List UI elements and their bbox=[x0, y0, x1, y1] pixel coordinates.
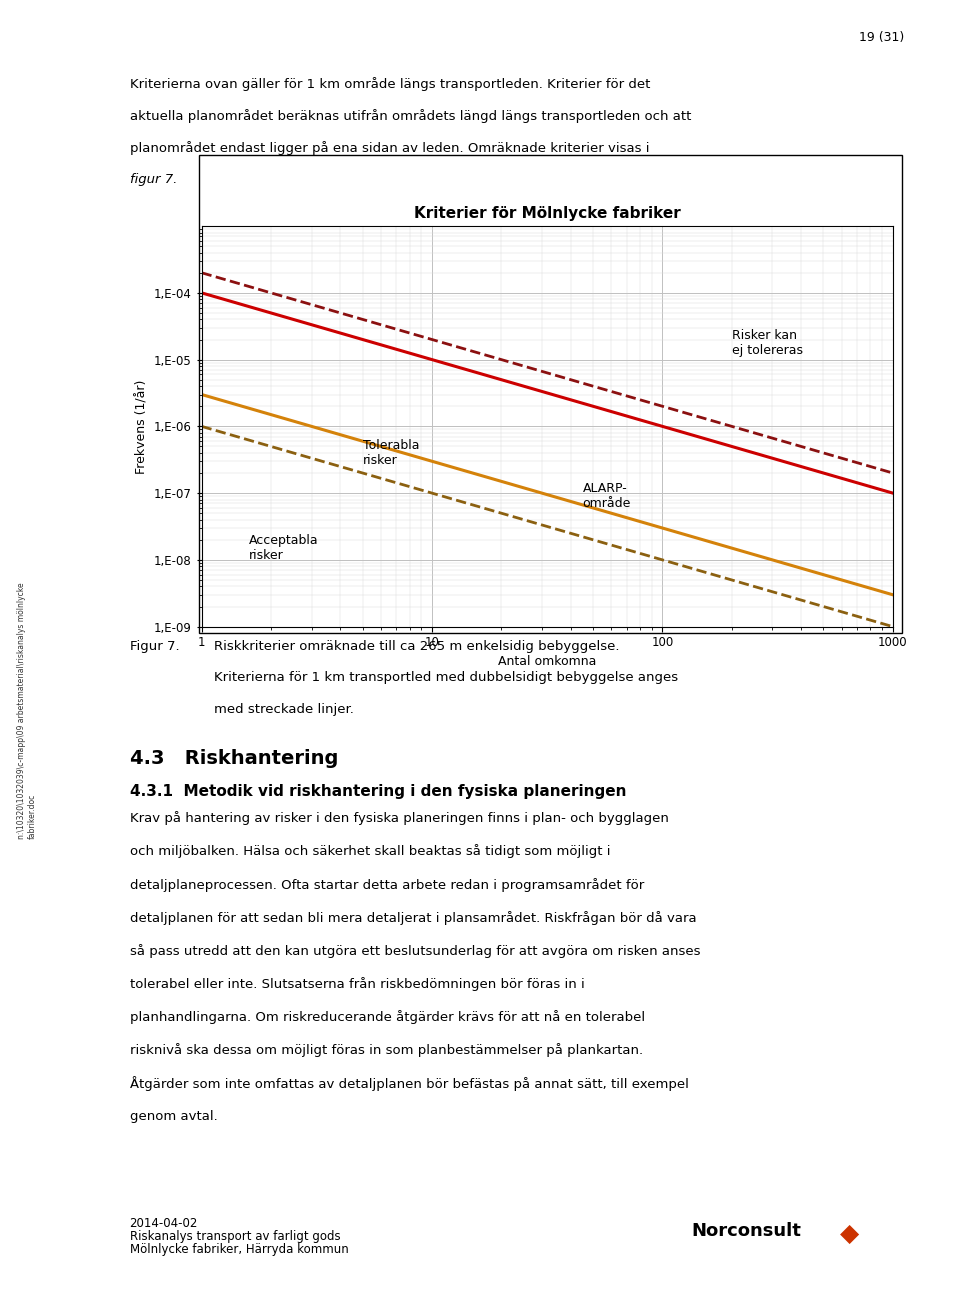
Text: ALARP-
område: ALARP- område bbox=[583, 482, 631, 510]
Text: Figur 7.: Figur 7. bbox=[130, 640, 180, 652]
Text: 4.3   Riskhantering: 4.3 Riskhantering bbox=[130, 749, 338, 769]
Text: med streckade linjer.: med streckade linjer. bbox=[214, 703, 354, 716]
Text: detaljplaneprocessen. Ofta startar detta arbete redan i programsamrådet för: detaljplaneprocessen. Ofta startar detta… bbox=[130, 877, 644, 891]
Text: aktuella planområdet beräknas utifrån områdets längd längs transportleden och at: aktuella planområdet beräknas utifrån om… bbox=[130, 110, 691, 124]
Text: Risker kan
ej tolereras: Risker kan ej tolereras bbox=[732, 328, 803, 357]
Text: planområdet endast ligger på ena sidan av leden. Omräknade kriterier visas i: planområdet endast ligger på ena sidan a… bbox=[130, 141, 649, 155]
Text: Riskanalys transport av farligt gods: Riskanalys transport av farligt gods bbox=[130, 1230, 340, 1243]
Text: och miljöbalken. Hälsa och säkerhet skall beaktas så tidigt som möjligt i: och miljöbalken. Hälsa och säkerhet skal… bbox=[130, 845, 611, 858]
Text: 4.3.1  Metodik vid riskhantering i den fysiska planeringen: 4.3.1 Metodik vid riskhantering i den fy… bbox=[130, 784, 626, 800]
Text: Norconsult: Norconsult bbox=[691, 1222, 801, 1240]
Text: risknivå ska dessa om möjligt föras in som planbestämmelser på plankartan.: risknivå ska dessa om möjligt föras in s… bbox=[130, 1044, 643, 1057]
Text: Krav på hantering av risker i den fysiska planeringen finns i plan- och bygglage: Krav på hantering av risker i den fysisk… bbox=[130, 811, 668, 826]
Text: Åtgärder som inte omfattas av detaljplanen bör befästas på annat sätt, till exem: Åtgärder som inte omfattas av detaljplan… bbox=[130, 1076, 688, 1092]
Text: 19 (31): 19 (31) bbox=[859, 31, 904, 44]
Text: Kriterierna för 1 km transportled med dubbelsidigt bebyggelse anges: Kriterierna för 1 km transportled med du… bbox=[214, 672, 678, 685]
Text: Acceptabla
risker: Acceptabla risker bbox=[249, 534, 319, 562]
Title: Kriterier för Mölnlycke fabriker: Kriterier för Mölnlycke fabriker bbox=[414, 205, 681, 221]
Text: genom avtal.: genom avtal. bbox=[130, 1110, 217, 1123]
Text: Mölnlycke fabriker, Härryda kommun: Mölnlycke fabriker, Härryda kommun bbox=[130, 1243, 348, 1256]
Text: Kriterierna ovan gäller för 1 km område längs transportleden. Kriterier för det: Kriterierna ovan gäller för 1 km område … bbox=[130, 78, 650, 92]
Text: så pass utredd att den kan utgöra ett beslutsunderlag för att avgöra om risken a: så pass utredd att den kan utgöra ett be… bbox=[130, 944, 700, 957]
Y-axis label: Frekvens (1/år): Frekvens (1/år) bbox=[135, 379, 149, 474]
Text: ◆: ◆ bbox=[840, 1221, 859, 1245]
Text: n:\10320\1032039\c-mapp\09 arbetsmaterial\riskanalys mölnlycke
fabriker.doc: n:\10320\1032039\c-mapp\09 arbetsmateria… bbox=[17, 583, 36, 839]
Text: Riskkriterier omräknade till ca 265 m enkelsidig bebyggelse.: Riskkriterier omräknade till ca 265 m en… bbox=[214, 640, 619, 652]
Text: tolerabel eller inte. Slutsatserna från riskbedömningen bör föras in i: tolerabel eller inte. Slutsatserna från … bbox=[130, 977, 585, 991]
Text: 2014-04-02: 2014-04-02 bbox=[130, 1217, 198, 1230]
Text: Tolerabla
risker: Tolerabla risker bbox=[363, 439, 420, 466]
Text: detaljplanen för att sedan bli mera detaljerat i plansamrådet. Riskfrågan bör då: detaljplanen för att sedan bli mera deta… bbox=[130, 911, 696, 925]
Text: figur 7.: figur 7. bbox=[130, 173, 177, 186]
X-axis label: Antal omkomna: Antal omkomna bbox=[498, 655, 596, 668]
Text: planhandlingarna. Om riskreducerande åtgärder krävs för att nå en tolerabel: planhandlingarna. Om riskreducerande åtg… bbox=[130, 1010, 645, 1025]
